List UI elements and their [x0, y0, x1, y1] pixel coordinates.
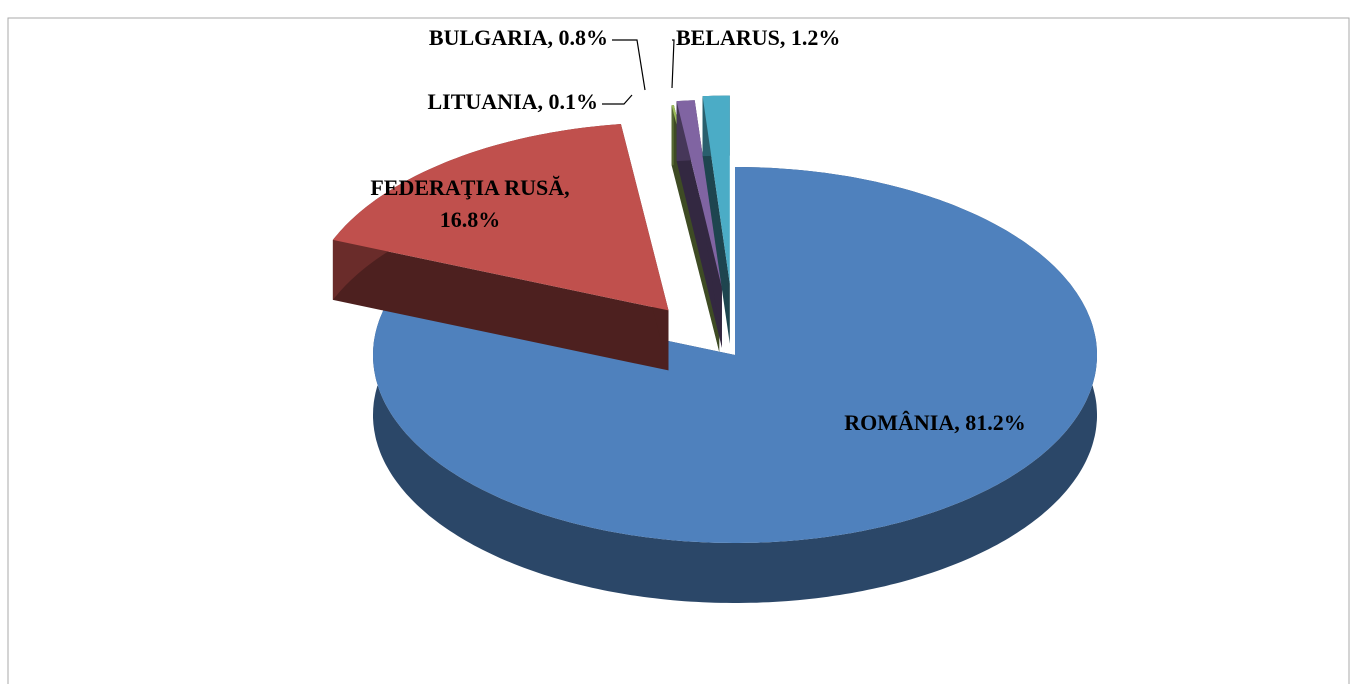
data-label-line: 16.8% — [440, 207, 501, 232]
slice — [676, 100, 722, 348]
leader-line — [612, 39, 646, 91]
slice — [332, 124, 669, 371]
data-label-line: FEDERAŢIA RUSĂ, — [370, 175, 569, 200]
slice-wall — [671, 105, 674, 166]
slice — [702, 95, 730, 344]
data-label: BULGARIA, 0.8% — [429, 25, 608, 50]
slice-top — [373, 167, 1097, 543]
slice-side — [702, 96, 730, 344]
slice-side — [676, 101, 722, 348]
chart-frame — [7, 17, 1350, 684]
slice-top — [676, 100, 722, 288]
slice-side — [332, 239, 669, 371]
slice-top — [332, 124, 669, 311]
data-label: BELARUS, 1.2% — [676, 25, 840, 50]
data-label: LITUANIA, 0.1% — [427, 89, 598, 114]
slice-top — [702, 95, 730, 284]
data-label: ROMÂNIA, 81.2% — [844, 410, 1026, 435]
leader-line — [671, 39, 675, 89]
leader-line — [602, 94, 633, 105]
data-label: FEDERAŢIA RUSĂ, 16.8% — [370, 175, 569, 232]
